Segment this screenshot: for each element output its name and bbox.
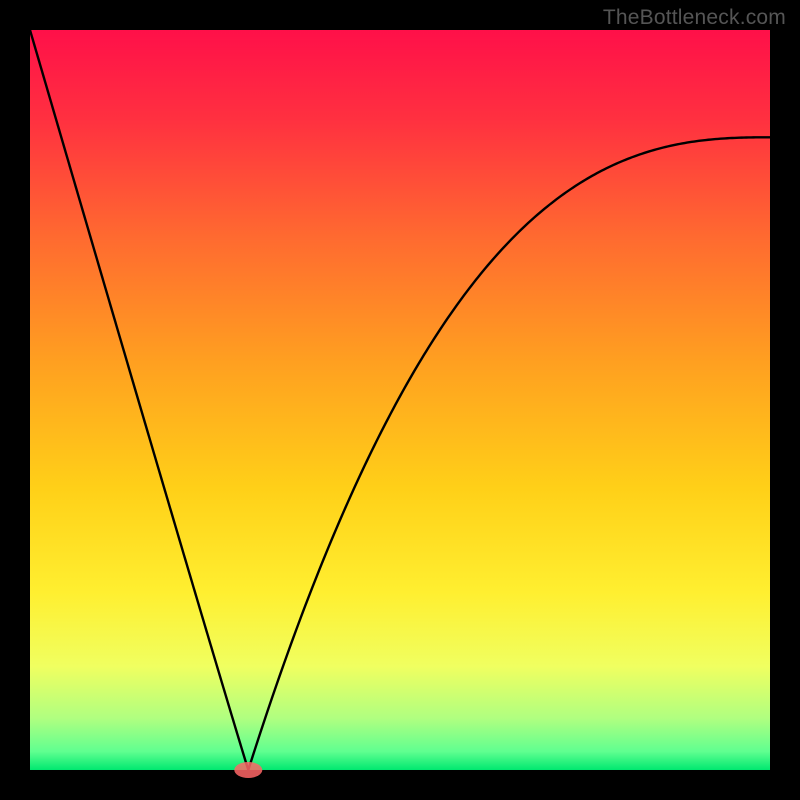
watermark-text: TheBottleneck.com bbox=[603, 6, 786, 30]
chart-svg bbox=[0, 0, 800, 800]
plot-area bbox=[30, 30, 770, 770]
minimum-marker bbox=[234, 762, 262, 778]
chart-container: TheBottleneck.com bbox=[0, 0, 800, 800]
